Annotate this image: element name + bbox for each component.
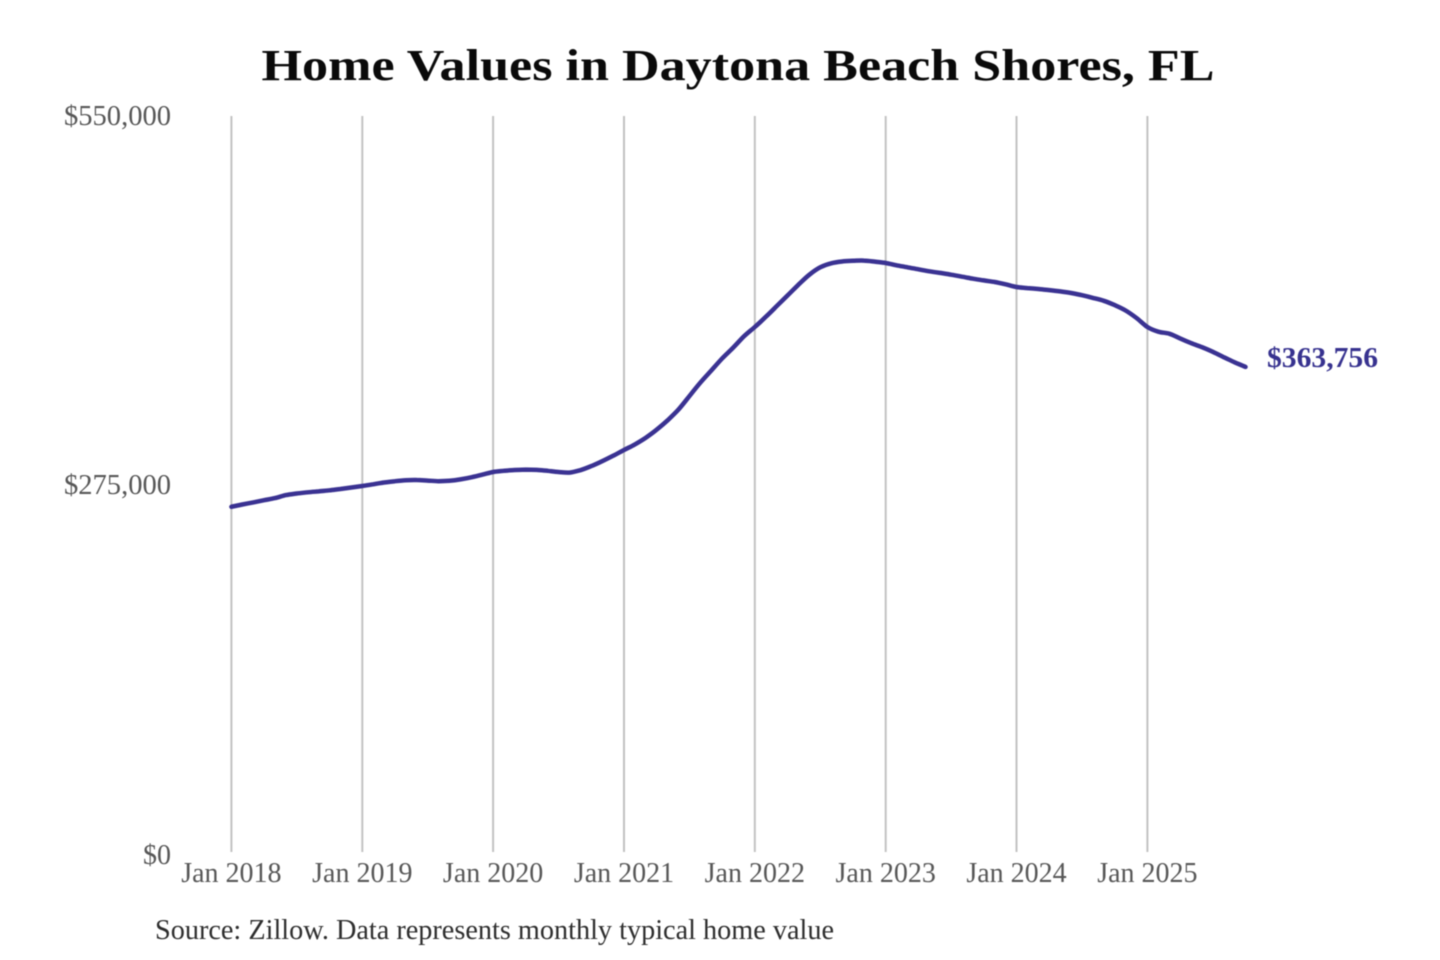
svg-text:$363,756: $363,756 xyxy=(1267,342,1378,374)
svg-text:Jan 2025: Jan 2025 xyxy=(1097,858,1197,889)
svg-text:Source: Zillow. Data represent: Source: Zillow. Data represents monthly … xyxy=(155,915,834,946)
svg-text:$275,000: $275,000 xyxy=(64,470,171,501)
svg-text:Jan 2019: Jan 2019 xyxy=(312,858,412,889)
svg-text:Jan 2023: Jan 2023 xyxy=(836,858,936,889)
svg-text:$0: $0 xyxy=(143,840,171,871)
svg-text:Home Values in Daytona Beach S: Home Values in Daytona Beach Shores, FL xyxy=(262,41,1215,90)
svg-text:Jan 2022: Jan 2022 xyxy=(705,858,805,889)
svg-text:Jan 2024: Jan 2024 xyxy=(966,858,1066,889)
svg-text:Jan 2018: Jan 2018 xyxy=(181,858,281,889)
svg-text:$550,000: $550,000 xyxy=(64,101,171,132)
svg-text:Jan 2020: Jan 2020 xyxy=(443,858,543,889)
svg-text:Jan 2021: Jan 2021 xyxy=(574,858,674,889)
